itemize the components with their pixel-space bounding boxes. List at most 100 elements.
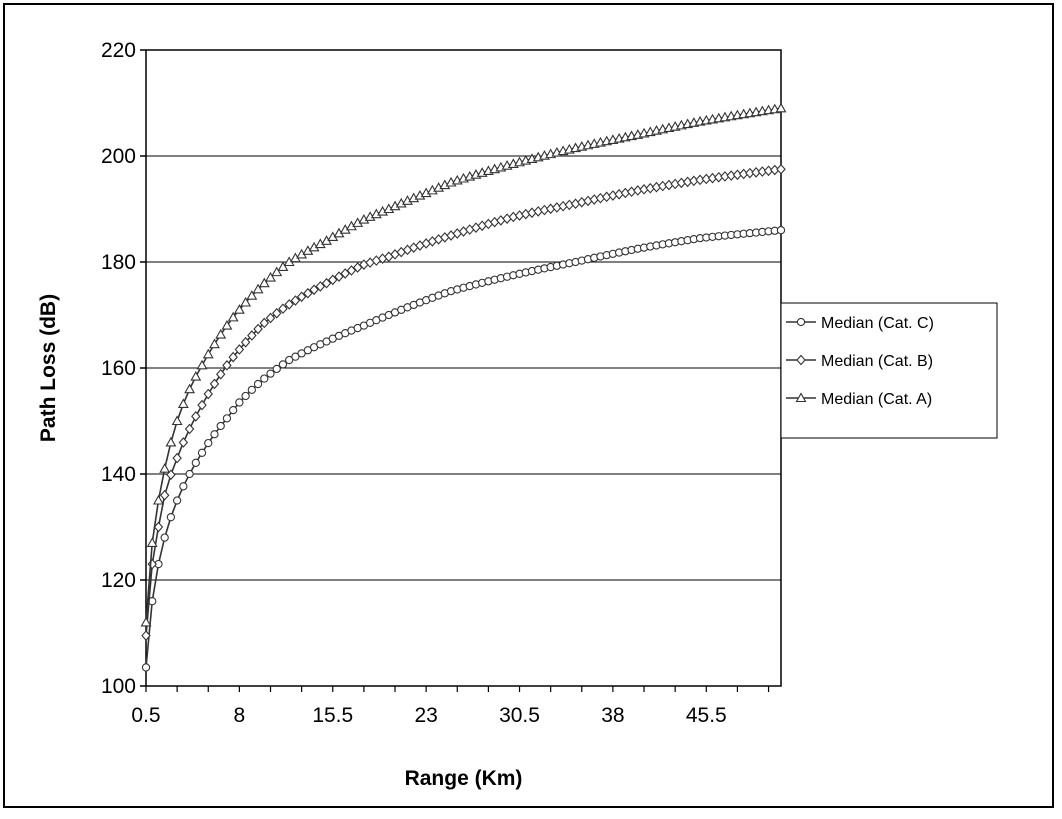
data-point xyxy=(228,351,238,363)
x-tick-label: 15.5 xyxy=(312,704,353,727)
data-point xyxy=(141,630,151,641)
y-tick-label: 160 xyxy=(101,357,136,380)
data-point xyxy=(328,274,338,286)
data-point xyxy=(140,616,152,627)
data-point xyxy=(209,378,220,390)
data-point xyxy=(178,437,189,448)
data-point xyxy=(303,287,313,299)
data-point xyxy=(184,423,195,435)
series-1 xyxy=(141,163,786,641)
data-point xyxy=(271,307,282,319)
data-point xyxy=(202,348,214,359)
legend: Median (Cat. C) Median (Cat. B) Median (Ca… xyxy=(780,302,998,439)
data-point xyxy=(252,283,264,294)
x-tick-label: 0.5 xyxy=(131,704,160,727)
legend-box xyxy=(780,302,998,439)
legend-label: Median (Cat. B) xyxy=(821,353,933,370)
data-point xyxy=(296,291,307,303)
legend-item-1: Median (Cat. B) xyxy=(786,353,933,370)
data-point xyxy=(258,277,270,288)
series-2 xyxy=(140,102,787,627)
data-point xyxy=(290,295,301,306)
y-tick-label: 200 xyxy=(101,145,136,168)
data-point xyxy=(160,533,169,542)
data-point xyxy=(775,102,787,113)
data-point xyxy=(171,415,183,426)
data-point xyxy=(240,336,251,348)
x-tick-label: 45.5 xyxy=(686,704,727,727)
legend-item-0: Median (Cat. C) xyxy=(786,315,934,332)
data-point xyxy=(346,265,357,276)
data-point xyxy=(209,338,220,349)
data-point xyxy=(184,383,196,394)
data-point xyxy=(166,513,176,522)
data-point xyxy=(196,359,208,370)
data-point xyxy=(247,330,257,341)
data-point xyxy=(191,411,201,422)
data-point xyxy=(197,448,207,457)
data-point xyxy=(216,421,225,431)
data-point xyxy=(259,317,270,329)
data-point xyxy=(241,391,250,401)
series-0 xyxy=(141,226,786,672)
data-point xyxy=(159,489,170,501)
series-line xyxy=(145,229,782,668)
data-point xyxy=(315,281,326,292)
data-point xyxy=(191,458,200,467)
y-tick-label: 120 xyxy=(101,569,136,592)
data-point xyxy=(272,364,281,374)
data-point xyxy=(309,284,319,296)
data-point xyxy=(229,405,238,415)
data-point xyxy=(266,369,275,378)
x-axis-ticks: 0.5 8 15.5 23 30.5 38 45.5 xyxy=(131,686,770,727)
data-point xyxy=(190,370,202,381)
data-point xyxy=(185,469,194,479)
data-point xyxy=(291,352,300,361)
legend-marker xyxy=(796,317,806,327)
data-point xyxy=(271,266,283,277)
data-point xyxy=(147,558,157,570)
data-point xyxy=(253,323,263,335)
data-point xyxy=(352,262,363,273)
data-point xyxy=(165,436,177,447)
x-axis-title: Range (Km) xyxy=(405,767,523,790)
data-point xyxy=(197,399,207,411)
data-point xyxy=(278,303,288,315)
data-point xyxy=(277,261,289,271)
data-point xyxy=(246,290,258,300)
data-point xyxy=(260,374,269,383)
data-point xyxy=(253,379,263,389)
data-point xyxy=(204,438,213,448)
data-point xyxy=(240,296,252,307)
data-point xyxy=(172,452,182,464)
data-point xyxy=(177,398,189,409)
data-point xyxy=(179,482,188,491)
gridlines xyxy=(146,49,781,581)
data-point xyxy=(222,414,232,423)
data-point xyxy=(334,271,344,282)
legend-marker xyxy=(796,354,806,366)
data-point xyxy=(234,344,245,355)
y-axis-ticks: 100 120 140 160 180 200 220 xyxy=(101,39,146,698)
data-point xyxy=(340,268,350,279)
y-tick-label: 140 xyxy=(101,463,136,486)
legend-marker xyxy=(795,392,807,403)
data-point xyxy=(284,299,294,310)
legend-label: Median (Cat. C) xyxy=(821,315,934,332)
data-point xyxy=(235,398,244,407)
data-point xyxy=(159,463,171,473)
y-tick-label: 100 xyxy=(101,675,136,698)
data-point xyxy=(141,663,151,672)
data-point xyxy=(215,328,227,339)
data-point xyxy=(265,312,276,324)
data-point xyxy=(321,277,332,289)
data-point xyxy=(153,494,164,505)
data-point xyxy=(247,385,256,395)
data-point xyxy=(222,360,232,371)
data-point xyxy=(172,496,182,505)
data-point xyxy=(278,360,288,369)
data-point xyxy=(210,430,219,439)
data-point xyxy=(153,521,164,533)
y-tick-label: 180 xyxy=(101,251,136,274)
